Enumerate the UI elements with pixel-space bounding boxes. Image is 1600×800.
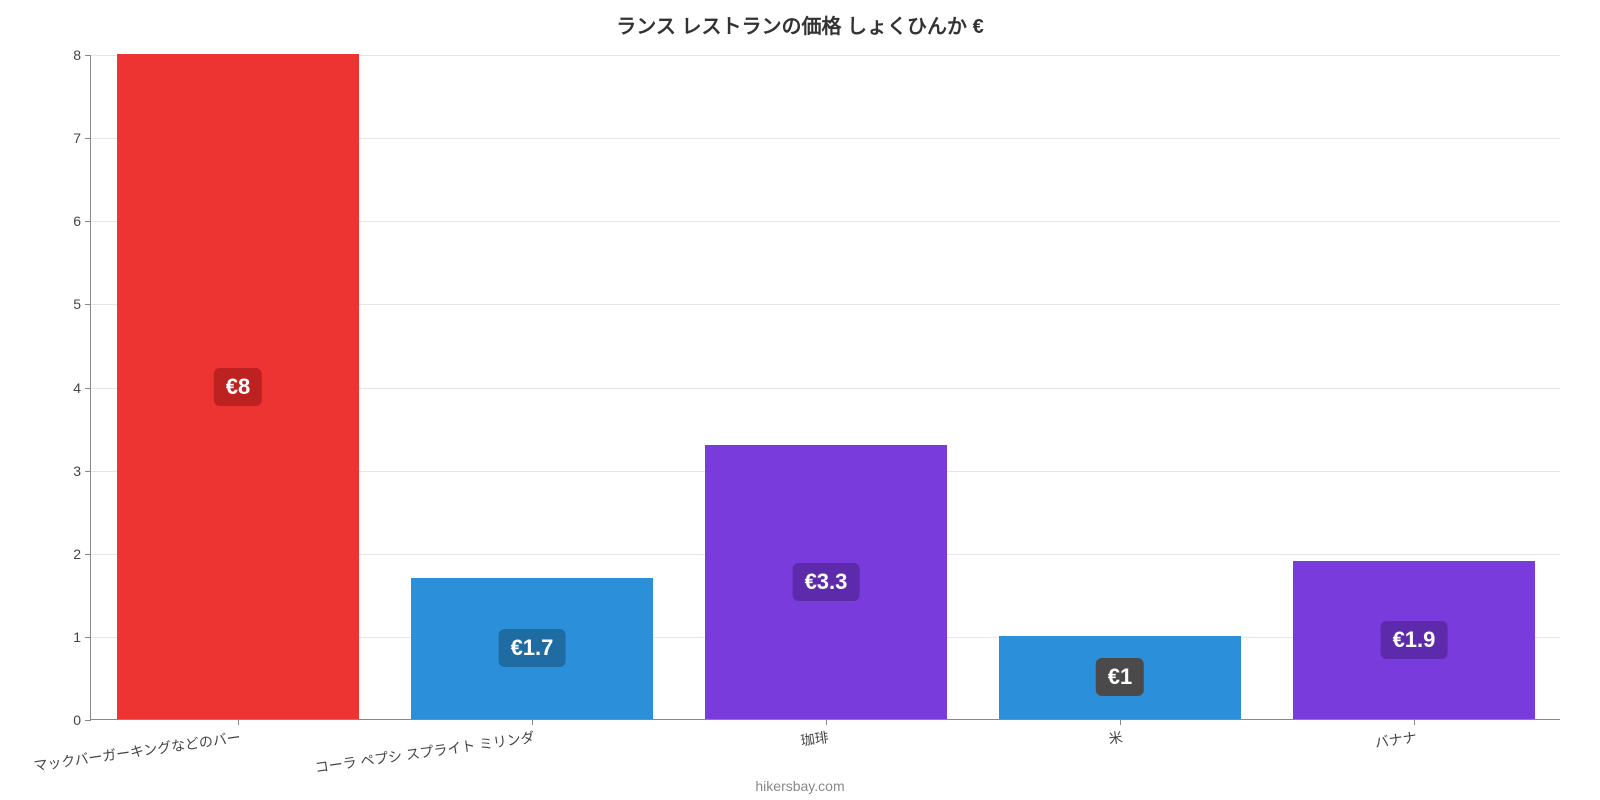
bar: €8 (117, 54, 358, 719)
bar: €1.7 (411, 578, 652, 719)
ytick-label: 3 (73, 463, 91, 479)
xtick-label: コーラ ペプシ スプライト ミリンダ (312, 719, 535, 778)
bar-value-label: €1.9 (1381, 621, 1448, 659)
bar: €1 (999, 636, 1240, 719)
ytick-label: 7 (73, 130, 91, 146)
attribution: hikersbay.com (0, 778, 1600, 794)
plot-area: 012345678 €8€1.7€3.3€1€1.9 マックバーガーキングなどの… (90, 55, 1560, 720)
xtick-label: マックバーガーキングなどのバー (31, 719, 242, 776)
ytick-label: 5 (73, 296, 91, 312)
bar: €1.9 (1293, 561, 1534, 719)
ytick-label: 6 (73, 213, 91, 229)
chart-title: ランス レストランの価格 しょくひんか € (0, 10, 1600, 39)
bar: €3.3 (705, 445, 946, 719)
bar-value-label: €1 (1096, 658, 1144, 696)
bar-value-label: €3.3 (793, 563, 860, 601)
ytick-label: 8 (73, 47, 91, 63)
xtick-label: バナナ (1372, 719, 1417, 753)
ytick-label: 2 (73, 546, 91, 562)
xtick-label: 米 (1106, 719, 1124, 749)
bar-value-label: €1.7 (499, 629, 566, 667)
xtick-label: 珈琲 (798, 719, 830, 751)
bars-layer: €8 €1.7 €3.3 €1 €1.9 (91, 55, 1560, 719)
ytick-label: 1 (73, 629, 91, 645)
ytick-label: 4 (73, 380, 91, 396)
ytick-label: 0 (73, 712, 91, 728)
bar-value-label: €8 (214, 368, 262, 406)
